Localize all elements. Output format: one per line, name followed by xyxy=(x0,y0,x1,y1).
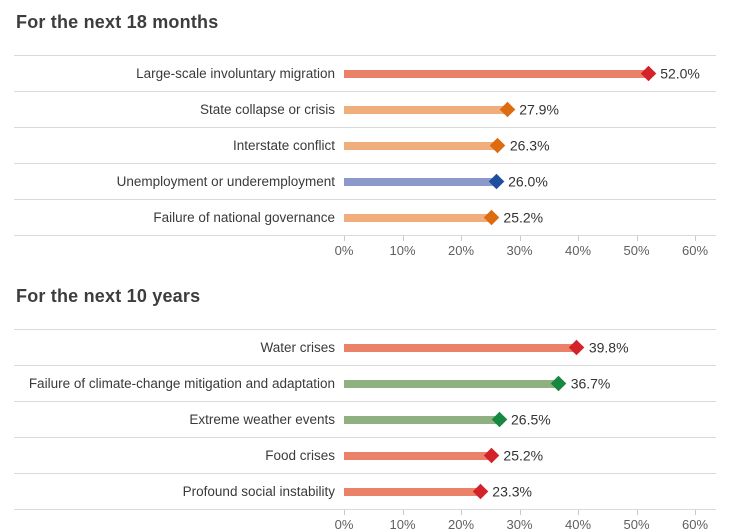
axis-tick-label: 60% xyxy=(681,517,709,532)
category-label: Failure of national governance xyxy=(153,210,335,225)
axis-tick xyxy=(344,510,345,515)
bar-plot-area: 27.9% xyxy=(344,92,716,127)
chart-row: Large-scale involuntary migration 52.0% xyxy=(14,55,716,91)
bar xyxy=(344,343,577,352)
axis-tick-label: 40% xyxy=(564,517,592,532)
bar-plot-area: 36.7% xyxy=(344,366,716,401)
value-label: 26.5% xyxy=(511,411,551,428)
value-label: 52.0% xyxy=(660,65,700,82)
axis-tick xyxy=(578,236,579,241)
chart-rows-10-years: Water crises 39.8% Failure of climate-chan… xyxy=(14,329,716,510)
chart-row: Failure of climate-change mitigation and… xyxy=(14,365,716,401)
bar-plot-area: 52.0% xyxy=(344,56,716,91)
value-label: 25.2% xyxy=(503,209,544,226)
chart-row: State collapse or crisis 27.9% xyxy=(14,91,716,127)
diamond-marker xyxy=(490,137,506,154)
bar-plot-area: 25.2% xyxy=(344,200,716,235)
chart-row: Failure of national governance 25.2% xyxy=(14,199,716,235)
axis-tick xyxy=(695,510,696,515)
diamond-marker xyxy=(488,173,504,190)
bar xyxy=(344,141,498,150)
axis-tick-label: 30% xyxy=(506,517,533,532)
diamond-marker xyxy=(483,447,500,464)
axis-tick-label: 0% xyxy=(334,243,354,258)
bar-plot-area: 26.5% xyxy=(344,402,716,437)
value-label: 26.0% xyxy=(508,173,548,190)
value-label: 39.8% xyxy=(588,339,629,356)
bar xyxy=(344,105,508,114)
chart-rows-18-months: Large-scale involuntary migration 52.0% St… xyxy=(14,55,716,236)
bar-plot-area: 39.8% xyxy=(344,330,716,365)
axis-tick-label: 20% xyxy=(447,243,475,258)
bar-plot-area: 23.3% xyxy=(344,474,716,509)
chart-row: Interstate conflict 26.3% xyxy=(14,127,716,163)
bar xyxy=(344,177,497,186)
bar xyxy=(344,213,492,222)
diamond-marker xyxy=(499,101,515,118)
axis-tick xyxy=(519,510,521,515)
diamond-marker xyxy=(491,411,507,428)
chart-next-18-months: For the next 18 months Large-scale invol… xyxy=(14,0,716,263)
value-label: 27.9% xyxy=(519,101,559,118)
bar xyxy=(344,415,500,424)
chart-row: Water crises 39.8% xyxy=(14,329,716,365)
axis-tick xyxy=(636,236,638,241)
diamond-marker xyxy=(483,209,500,226)
axis-tick-label: 20% xyxy=(447,517,475,532)
category-label: State collapse or crisis xyxy=(199,102,335,117)
axis-tick xyxy=(519,236,521,241)
axis-tick-label: 10% xyxy=(389,517,416,532)
chart-row: Food crises 25.2% xyxy=(14,437,716,473)
bar xyxy=(344,69,649,78)
chart-row: Profound social instability 23.3% xyxy=(14,473,716,509)
axis-tick-label: 40% xyxy=(564,243,592,258)
chart-row: Unemployment or underemployment 26.0% xyxy=(14,163,716,199)
value-label: 23.3% xyxy=(492,483,532,500)
axis-tick xyxy=(578,510,579,515)
value-label: 36.7% xyxy=(570,375,611,392)
axis-tick-label: 50% xyxy=(623,243,650,258)
axis-tick-label: 10% xyxy=(389,243,416,258)
category-label: Unemployment or underemployment xyxy=(116,174,335,189)
axis-tick xyxy=(695,236,696,241)
axis-tick xyxy=(344,236,345,241)
bar xyxy=(344,379,559,388)
axis-tick-label: 60% xyxy=(681,243,709,258)
category-label: Food crises xyxy=(265,448,335,463)
value-label: 25.2% xyxy=(503,447,544,464)
category-label: Extreme weather events xyxy=(189,412,335,427)
bar xyxy=(344,487,481,496)
axis-tick-label: 50% xyxy=(623,517,650,532)
axis-tick xyxy=(461,236,462,241)
category-label: Water crises xyxy=(260,340,335,355)
value-label: 26.3% xyxy=(509,137,550,154)
axis-tick xyxy=(636,510,638,515)
bar-plot-area: 26.3% xyxy=(344,128,716,163)
diamond-marker xyxy=(550,375,567,392)
diamond-marker xyxy=(640,65,656,82)
axis-tick-label: 0% xyxy=(334,517,354,532)
axis-tick xyxy=(461,510,462,515)
category-label: Interstate conflict xyxy=(232,138,335,153)
chart-row: Extreme weather events 26.5% xyxy=(14,401,716,437)
axis-tick xyxy=(402,236,404,241)
diamond-marker xyxy=(569,339,585,356)
bar xyxy=(344,451,492,460)
category-label: Failure of climate-change mitigation and… xyxy=(28,376,335,391)
chart-next-10-years: For the next 10 years Water crises 39.8% F… xyxy=(14,274,716,532)
axis-tick-label: 30% xyxy=(506,243,533,258)
chart-title-18-months: For the next 18 months xyxy=(16,12,219,32)
diamond-marker xyxy=(472,483,489,500)
bar-plot-area: 26.0% xyxy=(344,164,716,199)
category-label: Profound social instability xyxy=(182,484,335,499)
bar-plot-area: 25.2% xyxy=(344,438,716,473)
category-label: Large-scale involuntary migration xyxy=(136,66,335,81)
axis-tick xyxy=(402,510,404,515)
chart-title-10-years: For the next 10 years xyxy=(16,286,201,306)
chart-x-axis-18-months: 0% 10% 20% 30% 40% 50% 60% xyxy=(335,236,716,263)
chart-x-axis-10-years: 0% 10% 20% 30% 40% 50% 60% xyxy=(335,510,716,532)
